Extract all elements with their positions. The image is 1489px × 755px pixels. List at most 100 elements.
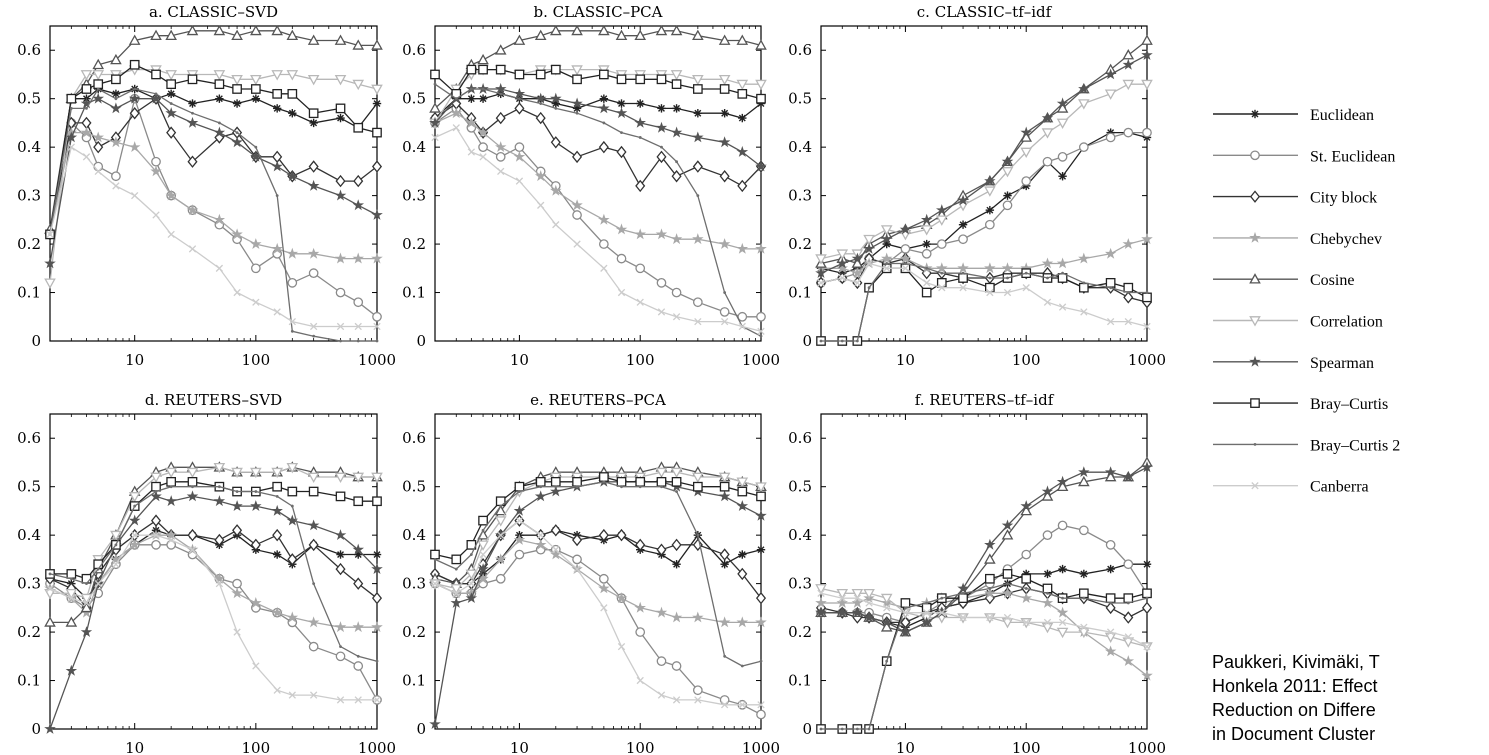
- data-point: [1078, 82, 1090, 94]
- data-point: [1043, 298, 1052, 306]
- legend-item-chebychev: Chebychev: [1213, 231, 1382, 248]
- data-point: [656, 543, 667, 556]
- data-point: [215, 579, 224, 588]
- data-point: [938, 609, 946, 617]
- data-point: [372, 550, 382, 559]
- data-point: [534, 490, 547, 502]
- data-point: [307, 616, 320, 628]
- data-point: [938, 284, 946, 292]
- data-point: [655, 228, 668, 240]
- data-point: [110, 136, 122, 148]
- y-tick-label: 0.2: [402, 623, 426, 641]
- data-point: [479, 153, 487, 161]
- data-point: [549, 24, 562, 36]
- data-point: [599, 573, 609, 584]
- series-line: [434, 481, 762, 667]
- data-point: [187, 74, 198, 85]
- data-point: [478, 515, 488, 526]
- legend-item-bray-curtis-2: Bray–Curtis 2: [1213, 437, 1400, 454]
- data-point: [450, 584, 463, 595]
- data-point: [599, 94, 609, 103]
- data-point: [1122, 470, 1135, 482]
- legend-label: Euclidean: [1310, 107, 1374, 124]
- data-point: [467, 579, 476, 588]
- series-line: [821, 461, 1148, 633]
- data-point: [231, 228, 243, 240]
- data-point: [1104, 68, 1117, 80]
- data-point: [670, 611, 683, 623]
- data-point: [275, 194, 279, 198]
- data-point: [880, 621, 893, 632]
- data-point: [166, 79, 177, 90]
- data-point: [1078, 588, 1089, 599]
- data-point: [232, 578, 242, 589]
- data-point: [308, 486, 319, 497]
- data-point: [92, 58, 105, 70]
- y-tick-label: 0.3: [17, 575, 41, 593]
- data-point: [452, 124, 460, 132]
- series-line: [821, 466, 1148, 633]
- series-bray-curtis-2: [819, 262, 1149, 343]
- data-point: [1056, 480, 1069, 492]
- y-tick-label: 0.5: [788, 478, 812, 496]
- data-point: [514, 69, 525, 80]
- data-point: [671, 538, 682, 552]
- legend-marker-diamond-icon: [1249, 190, 1261, 203]
- data-point: [372, 99, 382, 108]
- data-point: [1057, 520, 1068, 531]
- chart-panel-a-classic-svd: a. CLASSIC–SVD 0 0.1 0.2 0.3 0.4 0.5 0.6 10 100 10…: [17, 3, 396, 369]
- data-point: [655, 24, 668, 36]
- legend-item-euclidean: Euclidean: [1213, 107, 1374, 124]
- series-bray-curtis: [816, 263, 1152, 346]
- data-point: [372, 127, 382, 138]
- data-point: [1123, 127, 1134, 138]
- data-point: [572, 533, 583, 547]
- data-point: [736, 616, 749, 628]
- x-tick-label: 10: [125, 351, 144, 369]
- data-point: [271, 242, 283, 254]
- series-bray-curtis-2: [819, 582, 1149, 731]
- data-point: [671, 287, 682, 298]
- series-line: [820, 592, 1148, 648]
- data-point: [921, 248, 932, 259]
- data-point: [110, 53, 122, 65]
- data-point: [1078, 252, 1090, 264]
- data-point: [615, 107, 628, 119]
- data-point: [250, 24, 262, 36]
- data-point: [1043, 569, 1052, 579]
- data-point: [513, 150, 526, 162]
- data-point: [867, 286, 871, 290]
- data-point: [836, 588, 849, 600]
- data-point: [271, 160, 283, 172]
- data-point: [271, 606, 283, 618]
- data-point: [1123, 282, 1134, 293]
- plot-area: [820, 413, 1148, 730]
- data-point: [477, 126, 489, 138]
- data-point: [851, 257, 864, 268]
- data-point: [1006, 276, 1009, 280]
- data-point: [495, 111, 506, 125]
- data-point: [252, 662, 260, 670]
- x-tick-label: 10: [510, 351, 529, 369]
- data-point: [335, 562, 346, 576]
- data-point: [254, 145, 258, 149]
- y-tick-label: 0.4: [402, 526, 426, 544]
- data-point: [335, 287, 346, 298]
- data-point: [899, 626, 912, 638]
- data-point: [718, 74, 731, 86]
- data-point: [66, 569, 77, 579]
- data-point: [150, 29, 162, 41]
- series-euclidean: [430, 89, 766, 123]
- data-point: [660, 485, 663, 489]
- data-point: [571, 199, 583, 211]
- data-point: [675, 160, 678, 164]
- data-point: [656, 277, 667, 288]
- data-point: [736, 79, 749, 91]
- data-point: [1124, 317, 1132, 326]
- data-point: [755, 616, 767, 628]
- data-point: [740, 664, 744, 668]
- series-bray-curtis-2: [433, 82, 763, 338]
- x-tick-label: 1000: [358, 739, 396, 755]
- data-point: [44, 278, 56, 289]
